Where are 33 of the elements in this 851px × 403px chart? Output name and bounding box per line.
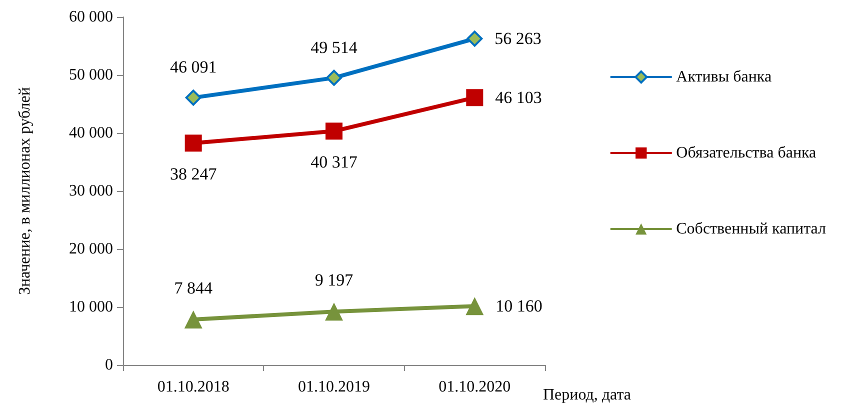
x-tick-label: 01.10.2019 <box>298 378 370 396</box>
point <box>326 70 342 86</box>
point <box>184 134 202 152</box>
data-label: 10 160 <box>496 296 542 316</box>
legend-label: Обязательства банка <box>676 144 816 162</box>
point <box>466 89 484 106</box>
x-tick-label: 01.10.2018 <box>157 378 230 396</box>
data-label: 38 247 <box>170 164 218 184</box>
point <box>326 122 342 140</box>
data-label: 9 197 <box>314 270 354 290</box>
data-label: 56 263 <box>494 29 542 48</box>
point <box>466 30 483 47</box>
y-tick-label: 50 000 <box>69 66 113 84</box>
legend-label: Собственный капитал <box>676 220 826 238</box>
y-tick-label: 0 <box>105 356 113 374</box>
y-tick-label: 60 000 <box>69 8 113 26</box>
point <box>325 302 343 321</box>
point <box>184 310 202 329</box>
legend-label: Активы банка <box>676 68 772 86</box>
y-tick-label: 40 000 <box>69 124 113 142</box>
y-tick-label: 30 000 <box>69 182 113 200</box>
data-label: 49 514 <box>310 38 358 57</box>
point <box>185 90 202 106</box>
data-label: 46 103 <box>495 88 542 108</box>
data-label: 46 091 <box>170 58 217 77</box>
y-tick-label: 10 000 <box>69 298 113 316</box>
y-axis-title: Значение, в миллионах рублей <box>16 86 34 295</box>
y-tick-label: 20 000 <box>69 240 113 258</box>
data-label: 7 844 <box>174 278 213 298</box>
x-tick-label: 01.10.2020 <box>438 378 511 396</box>
x-axis-title: Период, дата <box>543 386 632 403</box>
point <box>466 297 484 316</box>
data-label: 40 317 <box>310 152 358 172</box>
